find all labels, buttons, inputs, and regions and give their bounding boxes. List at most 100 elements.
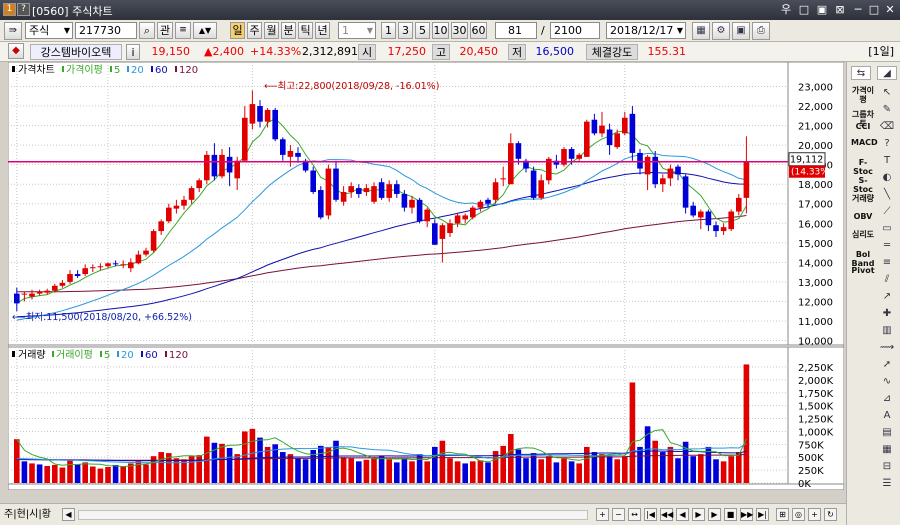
ray-icon[interactable]: ↗ xyxy=(882,291,892,302)
period-tick[interactable]: 틱 xyxy=(298,22,313,39)
gann-icon[interactable]: ⊿ xyxy=(882,393,892,404)
volume-bar xyxy=(485,462,491,483)
bars-icon[interactable]: ▥ xyxy=(882,325,892,336)
minimize-button[interactable]: ─ xyxy=(854,3,862,16)
stepper-icon[interactable]: ▲▼ xyxy=(193,22,217,39)
sort-icon[interactable]: ≡ xyxy=(175,22,191,39)
chart-icon[interactable]: ▦ xyxy=(882,444,892,455)
channel-icon[interactable]: ⫽ xyxy=(884,274,890,285)
indicator-9[interactable]: Bol Band xyxy=(851,250,875,268)
stop-icon[interactable]: ■ xyxy=(724,508,737,521)
volume-bar xyxy=(584,446,590,483)
interval-30[interactable]: 30 xyxy=(451,22,468,39)
indicator-3[interactable]: MACD xyxy=(851,138,878,147)
arrow-icon[interactable]: ➚ xyxy=(882,359,892,370)
link-button[interactable]: 우 xyxy=(780,3,792,16)
play-icon[interactable]: ▶ xyxy=(708,508,721,521)
eraser-icon[interactable]: ⌫ xyxy=(879,121,895,132)
zoom-out-icon[interactable]: − xyxy=(612,508,625,521)
help-icon[interactable]: ? xyxy=(17,3,30,16)
scroll-track[interactable] xyxy=(78,510,588,520)
interval-1[interactable]: 1 xyxy=(381,22,396,39)
market-select[interactable]: 주식 ▼ xyxy=(25,22,73,39)
expand-icon[interactable]: ⇆ xyxy=(851,66,871,80)
interval-10[interactable]: 10 xyxy=(432,22,449,39)
magnet-icon[interactable]: ◎ xyxy=(792,508,805,521)
dock-button[interactable]: ▣ xyxy=(816,3,828,16)
text-icon[interactable]: T xyxy=(883,155,891,166)
code-input[interactable]: 217730 xyxy=(75,22,137,39)
settings-icon[interactable]: ⚙ xyxy=(712,22,730,40)
count-input[interactable]: 81 xyxy=(495,22,537,39)
close-all-button[interactable]: ⊠ xyxy=(835,3,845,16)
save-icon[interactable]: ▣ xyxy=(732,22,750,40)
ruler-icon[interactable]: ⊞ xyxy=(776,508,789,521)
indicator-10[interactable]: Pivot xyxy=(851,266,875,275)
interval-5[interactable]: 5 xyxy=(415,22,430,39)
period-week[interactable]: 주 xyxy=(247,22,262,39)
restore-button[interactable]: □ xyxy=(798,3,810,16)
prev-page-icon[interactable]: ◀◀ xyxy=(660,508,674,521)
grid-icon[interactable]: ▦ xyxy=(692,22,710,40)
indicator-7[interactable]: OBV xyxy=(853,212,873,221)
zigzag-icon[interactable]: ⟿ xyxy=(879,342,895,353)
next-page-icon[interactable]: ▶▶ xyxy=(740,508,754,521)
trend-icon[interactable]: ⟋ xyxy=(883,206,891,217)
line-icon[interactable]: ╲ xyxy=(883,189,891,200)
info-button[interactable]: i xyxy=(126,44,140,60)
candle-body xyxy=(584,121,590,157)
chart-svg[interactable]: 23,00022,00021,00020,00019,00018,00017,0… xyxy=(7,61,845,502)
interval-3[interactable]: 3 xyxy=(398,22,413,39)
chart-area[interactable]: 23,00022,00021,00020,00019,00018,00017,0… xyxy=(7,61,845,502)
rect-icon[interactable]: ▭ xyxy=(882,223,892,234)
indicator-0[interactable]: 가격이평 xyxy=(851,86,875,104)
list-icon[interactable]: ☰ xyxy=(882,478,892,489)
first-icon[interactable]: |◀ xyxy=(644,508,657,521)
date-picker[interactable]: 2018/12/17 ▼ xyxy=(606,22,686,39)
period-month[interactable]: 월 xyxy=(264,22,279,39)
last-icon[interactable]: ▶| xyxy=(756,508,769,521)
help-icon[interactable]: ? xyxy=(884,138,890,149)
menu-icon[interactable]: ⇛ xyxy=(4,22,22,40)
zoom-in-icon[interactable]: + xyxy=(596,508,609,521)
interval-select[interactable]: 1 ▼ xyxy=(338,22,376,39)
cursor-icon[interactable]: ↖ xyxy=(882,87,892,98)
print-icon[interactable]: ⎙ xyxy=(752,22,770,40)
wave-icon[interactable]: ∿ xyxy=(882,376,892,387)
period-minute[interactable]: 분 xyxy=(281,22,296,39)
scroll-left-icon[interactable]: ◀ xyxy=(62,508,75,521)
candle-body xyxy=(302,160,309,171)
indicator-6[interactable]: 거래량 xyxy=(851,194,875,203)
refresh-icon[interactable]: ↻ xyxy=(824,508,837,521)
indicator-5[interactable]: S-Stoc xyxy=(853,176,873,194)
hline-icon[interactable]: ═ xyxy=(883,240,891,251)
indicator-4[interactable]: F-Stoc xyxy=(853,158,873,176)
maximize-button[interactable]: □ xyxy=(868,3,880,16)
price-axis-panel xyxy=(787,61,845,346)
panel-icon[interactable]: ⊟ xyxy=(882,461,892,472)
interval-60[interactable]: 60 xyxy=(470,22,487,39)
indicator-8[interactable]: 심리도 xyxy=(851,230,875,239)
fib-icon[interactable]: ≡ xyxy=(882,257,892,268)
bottom-tabs[interactable]: 주|현|시|황 xyxy=(4,509,51,520)
layout-icon[interactable]: ▤ xyxy=(882,427,892,438)
prev-icon[interactable]: ◀ xyxy=(676,508,689,521)
pen-icon[interactable]: ✎ xyxy=(882,104,892,115)
auto-icon[interactable]: A xyxy=(883,410,891,421)
close-button[interactable]: ✕ xyxy=(885,3,895,16)
indicator-2[interactable]: CCI xyxy=(855,122,871,131)
favorite-icon[interactable]: ◆ xyxy=(8,43,24,59)
total-count-input[interactable]: 2100 xyxy=(550,22,600,39)
day-button[interactable]: 일 xyxy=(230,22,245,39)
app-menu-icon[interactable]: 1 xyxy=(3,3,16,16)
fit-icon[interactable]: ↔ xyxy=(628,508,641,521)
fill-icon[interactable]: ◐ xyxy=(882,172,892,183)
watchlist-button[interactable]: 관 xyxy=(157,22,173,39)
search-button[interactable]: ⌕ xyxy=(139,22,155,39)
cross-icon[interactable]: ✚ xyxy=(882,308,892,319)
crosshair-icon[interactable]: + xyxy=(808,508,821,521)
period-year[interactable]: 년 xyxy=(315,22,330,39)
indicator-1[interactable]: 그룹차트 xyxy=(851,110,875,128)
next-icon[interactable]: ▶ xyxy=(692,508,705,521)
collapse-icon[interactable]: ◢ xyxy=(877,66,897,80)
